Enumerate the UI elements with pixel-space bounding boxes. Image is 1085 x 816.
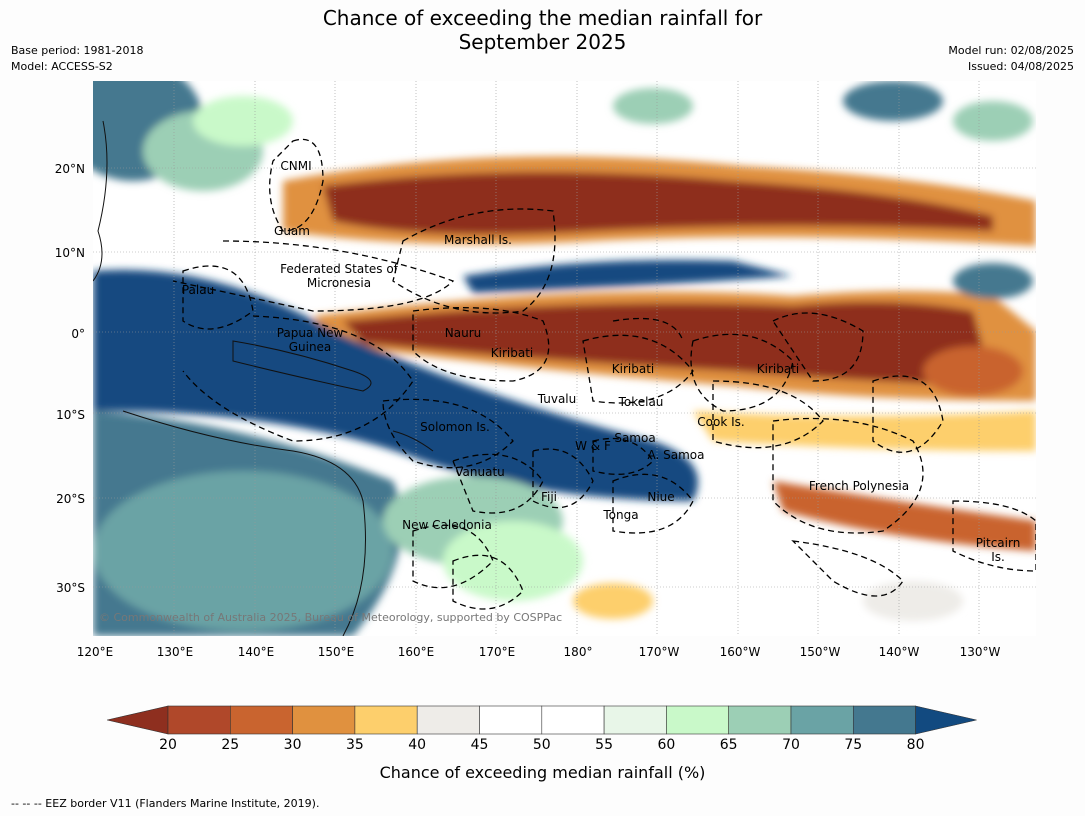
colorbar-segment bbox=[167, 705, 231, 735]
colorbar-segment-low bbox=[107, 705, 169, 735]
base-period-text: Base period: 1981-2018 bbox=[11, 44, 144, 57]
colorbar-segment bbox=[354, 705, 418, 735]
region-label-kiribati-central: Kiribati bbox=[611, 362, 655, 376]
region-label-solomon: Solomon Is. bbox=[420, 420, 490, 434]
y-tick: 20°N bbox=[54, 162, 85, 176]
region-label-american-samoa: A. Samoa bbox=[647, 448, 705, 462]
colorbar-tick-label: 65 bbox=[719, 737, 738, 753]
region-label-new-caledonia: New Caledonia bbox=[402, 518, 492, 532]
x-tick: 120°E bbox=[76, 645, 114, 659]
region-label-guam: Guam bbox=[274, 224, 310, 238]
region-label-tonga: Tonga bbox=[603, 508, 639, 522]
region-label-tokelau: Tokelau bbox=[618, 395, 664, 409]
x-tick: 130°E bbox=[156, 645, 194, 659]
x-tick: 150°E bbox=[317, 645, 355, 659]
x-tick: 130°W bbox=[959, 645, 1001, 659]
x-tick: 170°W bbox=[638, 645, 680, 659]
footnote-text: -- -- -- EEZ border V11 (Flanders Marine… bbox=[11, 797, 320, 810]
issued-text: Issued: 04/08/2025 bbox=[967, 60, 1074, 73]
colorbar-segment bbox=[230, 705, 293, 735]
colorbar-segment-high bbox=[915, 705, 977, 735]
region-label-marshall: Marshall Is. bbox=[444, 233, 512, 247]
graticule bbox=[93, 81, 1036, 636]
meta-left: Base period: 1981-2018 Model: ACCESS-S2 bbox=[11, 43, 143, 75]
region-label-cook: Cook Is. bbox=[697, 415, 745, 429]
x-tick: 170°E bbox=[478, 645, 516, 659]
map-fields bbox=[93, 81, 1036, 636]
region-label-fsm: Federated States of Micronesia bbox=[280, 262, 398, 290]
colorbar-tick-label: 25 bbox=[221, 737, 240, 753]
colorbar-tick-label: 35 bbox=[345, 737, 364, 753]
region-label-palau: Palau bbox=[181, 283, 215, 297]
colorbar-segment bbox=[790, 705, 854, 735]
region-label-cnmi: CNMI bbox=[280, 159, 312, 173]
colorbar-tick-label: 80 bbox=[906, 737, 925, 753]
colorbar-tick-label: 45 bbox=[470, 737, 489, 753]
x-tick: 150°W bbox=[799, 645, 841, 659]
model-text: Model: ACCESS-S2 bbox=[11, 60, 113, 73]
colorbar-tick-label: 55 bbox=[595, 737, 614, 753]
colorbar-tick-label: 50 bbox=[532, 737, 551, 753]
region-label-fiji: Fiji bbox=[540, 490, 558, 504]
y-tick: 20°S bbox=[56, 492, 85, 506]
y-tick: 30°S bbox=[56, 581, 85, 595]
region-label-nauru: Nauru bbox=[444, 326, 482, 340]
region-label-tuvalu: Tuvalu bbox=[537, 392, 577, 406]
eez-borders bbox=[172, 138, 1036, 610]
y-tick: 10°N bbox=[54, 246, 85, 260]
colorbar-tick-label: 60 bbox=[657, 737, 676, 753]
colorbar-segment bbox=[416, 705, 480, 735]
colorbar-segment bbox=[852, 705, 916, 735]
colorbar-tick-label: 40 bbox=[408, 737, 427, 753]
colorbar-tick-label: 70 bbox=[782, 737, 800, 753]
colorbar-segment bbox=[728, 705, 792, 735]
x-tick: 160°E bbox=[397, 645, 435, 659]
colorbar-tick-label: 20 bbox=[159, 737, 177, 753]
title-line-2: September 2025 bbox=[458, 30, 627, 54]
x-tick: 140°E bbox=[237, 645, 275, 659]
colorbar-segment bbox=[603, 705, 667, 735]
y-tick: 10°S bbox=[56, 408, 85, 422]
colorbar-segment bbox=[292, 705, 356, 735]
y-tick: 0° bbox=[71, 327, 85, 341]
region-label-vanuatu: Vanuatu bbox=[455, 465, 505, 479]
title-line-1: Chance of exceeding the median rainfall … bbox=[322, 6, 763, 30]
map-title: Chance of exceeding the median rainfall … bbox=[0, 6, 1085, 54]
model-run-text: Model run: 02/08/2025 bbox=[948, 44, 1074, 57]
meta-right: Model run: 02/08/2025 Issued: 04/08/2025 bbox=[948, 43, 1074, 75]
x-tick: 140°W bbox=[878, 645, 920, 659]
colorbar-tick-label: 75 bbox=[844, 737, 863, 753]
colorbar bbox=[107, 705, 977, 735]
colorbar-tick-label: 30 bbox=[283, 737, 302, 753]
coastlines bbox=[93, 120, 434, 636]
copyright-text: © Commonwealth of Australia 2025, Bureau… bbox=[99, 611, 563, 624]
x-tick: 160°W bbox=[719, 645, 761, 659]
colorbar-segment bbox=[479, 705, 543, 735]
region-label-niue: Niue bbox=[647, 490, 675, 504]
rainfall-map: © Commonwealth of Australia 2025, Bureau… bbox=[93, 81, 1036, 636]
region-label-french-polynesia: French Polynesia bbox=[808, 479, 910, 493]
region-label-png: Papua New Guinea bbox=[276, 326, 344, 354]
region-label-kiribati-east: Kiribati bbox=[756, 362, 800, 376]
region-label-kiribati-west: Kiribati bbox=[490, 346, 534, 360]
region-label-wf: W & F bbox=[575, 439, 611, 453]
colorbar-segment bbox=[666, 705, 730, 735]
colorbar-label: Chance of exceeding median rainfall (%) bbox=[379, 763, 706, 782]
x-tick: 180° bbox=[563, 645, 593, 659]
region-label-samoa: Samoa bbox=[614, 431, 656, 445]
colorbar-segment bbox=[541, 705, 605, 735]
region-label-pitcairn: Pitcairn Is. bbox=[975, 536, 1021, 564]
